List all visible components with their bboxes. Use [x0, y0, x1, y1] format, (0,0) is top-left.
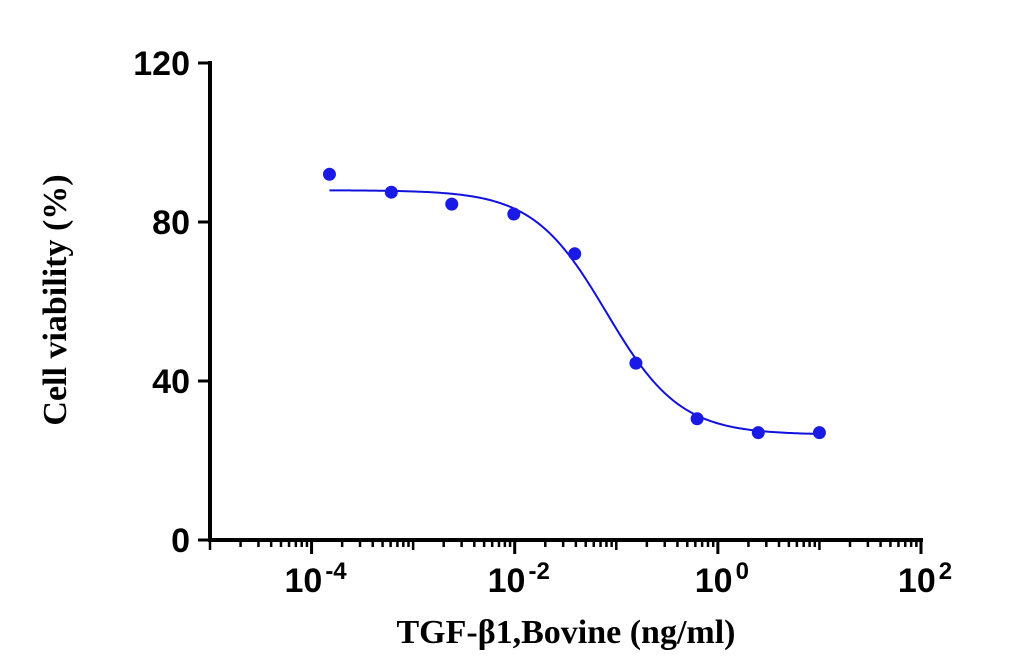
data-point — [751, 426, 765, 440]
fit-curve — [329, 189, 820, 435]
y-tick-label: 0 — [171, 522, 190, 560]
data-point — [629, 356, 643, 370]
y-tick-label: 40 — [152, 363, 190, 401]
data-point — [812, 426, 826, 440]
axis-major-ticks — [198, 61, 923, 554]
x-tick-label: 10 2 — [898, 558, 952, 600]
data-point — [384, 185, 398, 199]
data-point — [568, 247, 582, 261]
data-point — [445, 197, 459, 211]
y-tick-label: 80 — [152, 204, 190, 242]
y-axis-title: Cell viability (%) — [37, 174, 74, 425]
x-axis-title: TGF-β1,Bovine (ng/ml) — [396, 614, 735, 651]
y-tick-labels: 0 40 80 120 — [133, 45, 190, 560]
y-tick-label: 120 — [133, 45, 190, 83]
data-points — [322, 167, 826, 440]
x-tick-label: 10 -4 — [284, 558, 347, 600]
data-point — [322, 167, 336, 181]
data-point — [507, 207, 521, 221]
data-point — [690, 412, 704, 426]
x-tick-label: 10 0 — [695, 558, 749, 600]
x-tick-labels: 10 -4 10 -2 10 0 10 2 — [284, 558, 952, 600]
x-tick-label: 10 -2 — [488, 558, 550, 600]
